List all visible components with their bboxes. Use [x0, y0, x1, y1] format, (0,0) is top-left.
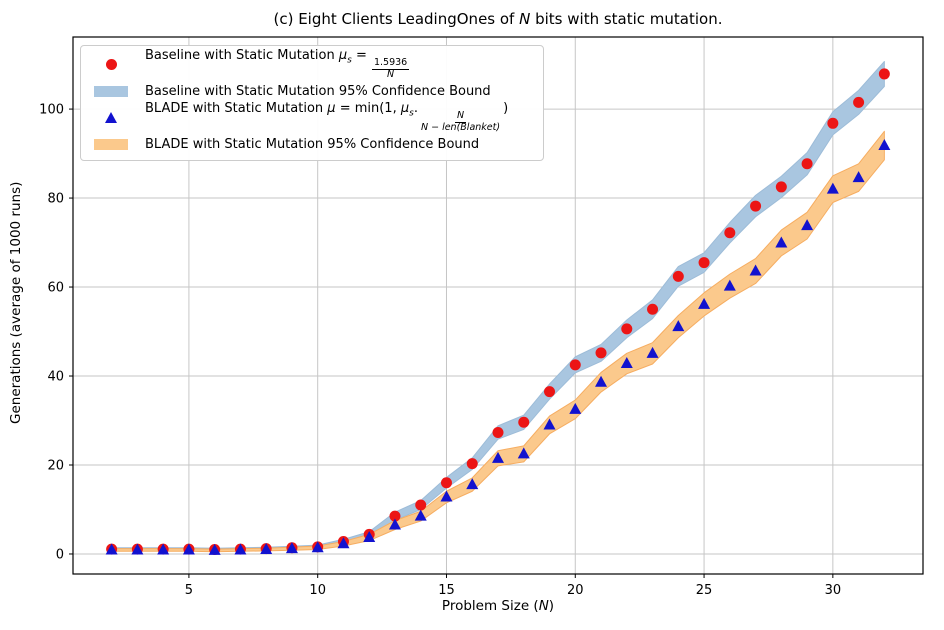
data-point-baseline: [827, 117, 839, 129]
data-point-baseline: [389, 510, 401, 522]
data-point-baseline: [466, 458, 478, 470]
data-point-baseline: [750, 200, 762, 212]
y-tick-label: 20: [47, 458, 64, 473]
data-point-blade: [234, 543, 247, 555]
data-point-baseline: [595, 347, 607, 359]
title-text: (c) Eight Clients LeadingOnes of: [273, 10, 520, 28]
data-point-baseline: [492, 427, 504, 439]
data-point-baseline: [621, 323, 633, 335]
data-point-blade: [208, 543, 221, 555]
data-point-blade: [492, 451, 504, 463]
data-point-blade: [440, 490, 453, 502]
data-point-baseline: [647, 303, 659, 315]
x-tick-label: 10: [309, 583, 326, 598]
data-point-blade: [285, 542, 298, 554]
data-point-blade: [105, 543, 118, 555]
data-point-blade: [414, 509, 427, 521]
legend-box: Baseline with Static Mutation μs = 1.593…: [80, 45, 544, 161]
data-point-blade: [543, 418, 556, 430]
y-tick-label: 80: [47, 192, 64, 207]
data-point-blade: [878, 139, 891, 151]
red-circle-marker-cell: [91, 59, 131, 70]
data-point-blade: [157, 543, 170, 555]
x-label-text: Problem Size (: [441, 598, 539, 614]
data-point-blade: [131, 543, 144, 555]
data-point-blade: [698, 297, 711, 309]
y-tick-label: 100: [39, 103, 64, 118]
legend-item-blade: BLADE with Static Mutation μ = min(1, μs…: [91, 101, 533, 133]
legend-label-baseline: Baseline with Static Mutation μs = 1.593…: [145, 48, 410, 80]
data-point-blade: [620, 357, 633, 369]
red-circle-icon: [105, 59, 117, 70]
title-variable: N: [519, 10, 531, 28]
data-point-blade: [388, 518, 401, 530]
legend-item-baseline-ci: Baseline with Static Mutation 95% Confid…: [91, 79, 533, 103]
y-tick-label: 40: [47, 370, 64, 385]
data-point-blade: [646, 346, 659, 358]
blue-triangle-marker-cell: [91, 112, 131, 123]
data-point-blade: [595, 375, 608, 387]
data-point-baseline: [801, 158, 813, 170]
data-point-blade: [363, 531, 376, 543]
x-label-variable: N: [538, 598, 549, 614]
data-point-blade: [569, 402, 582, 414]
data-point-baseline: [775, 181, 787, 193]
data-point-blade: [260, 543, 273, 555]
data-point-blade: [775, 236, 788, 248]
data-point-baseline: [415, 499, 427, 511]
legend-item-blade-ci: BLADE with Static Mutation 95% Confidenc…: [91, 132, 533, 156]
data-point-blade: [801, 219, 814, 231]
x-tick-label: 20: [567, 583, 584, 598]
chart-title: (c) Eight Clients LeadingOnes of N bits …: [73, 10, 923, 28]
data-point-baseline: [853, 96, 865, 108]
blade-confidence-band: [111, 130, 885, 553]
y-tick-label: 60: [47, 281, 64, 296]
x-tick-label: 30: [825, 583, 842, 598]
legend-label-baseline-ci: Baseline with Static Mutation 95% Confid…: [145, 83, 491, 99]
data-point-baseline: [440, 477, 452, 489]
data-point-baseline: [698, 257, 710, 269]
data-point-blade: [826, 182, 839, 194]
data-point-baseline: [878, 68, 890, 80]
data-point-blade: [311, 541, 324, 553]
legend-label-blade: BLADE with Static Mutation μ = min(1, μs…: [145, 101, 509, 133]
fraction: 1.5936 N: [371, 56, 410, 80]
data-point-blade: [182, 543, 195, 555]
title-text-end: bits with static mutation.: [530, 10, 723, 28]
data-point-baseline: [569, 359, 581, 371]
x-label-text-end: ): [548, 598, 555, 614]
y-tick-label: 0: [56, 547, 64, 562]
data-point-blade: [852, 171, 865, 183]
data-point-blade: [723, 279, 736, 291]
data-point-blade: [749, 264, 762, 276]
data-point-baseline: [544, 386, 556, 398]
baseline-ci-swatch-icon: [94, 85, 128, 97]
blade-ci-marker-cell: [91, 138, 131, 150]
x-tick-label: 5: [185, 583, 193, 598]
y-axis-label: Generations (average of 1000 runs): [8, 181, 24, 424]
data-point-blade: [517, 447, 530, 459]
plot-border: [72, 36, 924, 575]
data-point-baseline: [518, 416, 530, 428]
data-point-baseline: [672, 270, 684, 282]
legend-label-blade-ci: BLADE with Static Mutation 95% Confidenc…: [145, 136, 480, 152]
x-tick-label: 25: [696, 583, 713, 598]
blade-ci-swatch-icon: [94, 138, 128, 150]
data-point-blade: [466, 478, 479, 490]
blue-triangle-icon: [105, 112, 117, 123]
baseline-ci-marker-cell: [91, 85, 131, 97]
x-axis-label: Problem Size (N): [73, 598, 923, 614]
data-point-blade: [337, 537, 350, 549]
data-point-blade: [672, 320, 685, 332]
data-point-baseline: [724, 227, 736, 239]
legend-item-baseline: Baseline with Static Mutation μs = 1.593…: [91, 48, 533, 80]
x-tick-label: 15: [438, 583, 455, 598]
